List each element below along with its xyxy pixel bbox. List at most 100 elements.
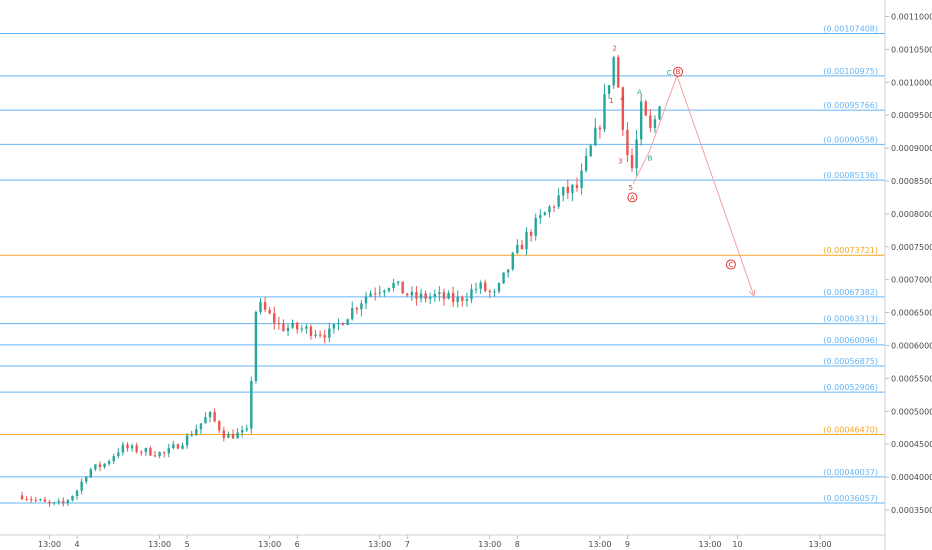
candle-body (488, 290, 492, 292)
candle-body (433, 294, 436, 297)
candle-body (594, 127, 597, 146)
candle-body (355, 307, 359, 310)
candle-body (52, 502, 56, 504)
wave-label: 5 (628, 184, 632, 192)
candle-body (525, 232, 528, 250)
candle-body (75, 490, 79, 497)
wave-projection-line[interactable] (632, 74, 755, 297)
time-axis-label: 8 (515, 540, 520, 549)
candle-body (410, 292, 414, 296)
fib-level-label: (0.00060096) (823, 336, 878, 345)
candle-body (626, 129, 629, 156)
candle-body (94, 464, 97, 470)
candle-body (268, 309, 271, 314)
candle-body (653, 119, 657, 128)
candle-body (236, 432, 239, 439)
candle-body (360, 303, 363, 310)
candle-body (250, 380, 253, 429)
candle-body (305, 326, 308, 329)
candle-body (254, 312, 258, 381)
candle-body (332, 324, 336, 329)
fib-level-label: (0.00046470) (823, 426, 878, 435)
candle-body (401, 281, 404, 294)
fibonacci-levels: (0.00107408) (0.00100975) (0.00095766) (0.0… (0, 25, 885, 504)
candle-body (273, 313, 276, 323)
time-axis-label: 13:00 (148, 540, 171, 549)
candlestick-series (20, 54, 661, 508)
candle-body (309, 326, 313, 337)
candle-body (621, 87, 625, 130)
candle-body (351, 307, 354, 320)
candle-body (419, 293, 423, 299)
candle-body (506, 269, 510, 273)
candle-body (231, 433, 235, 439)
candle-body (502, 272, 505, 284)
candle-body (607, 85, 611, 94)
candle-body (484, 282, 487, 291)
candle-body (557, 195, 560, 207)
candle-body (176, 444, 180, 449)
candle-body (520, 244, 524, 250)
wave-label: C (667, 69, 672, 77)
candle-body (245, 428, 248, 430)
candle-body (153, 455, 157, 457)
candle-body (612, 57, 615, 86)
candle-body (323, 335, 326, 338)
candle-body (474, 288, 478, 290)
candle-body (89, 469, 93, 478)
candle-body (328, 328, 331, 338)
time-axis-label: 13:00 (368, 540, 391, 549)
candle-body (259, 301, 262, 313)
candle-body (185, 435, 189, 446)
candle-body (126, 444, 129, 449)
candle-body (392, 282, 395, 289)
time-axis[interactable]: 13:00 4 13:00 5 13:00 6 13:00 7 13:00 8 13:00 9 13:0… (38, 535, 832, 549)
plot-background (0, 0, 885, 535)
candle-body (635, 139, 638, 169)
time-axis-label: 6 (295, 540, 300, 549)
candle-body (117, 452, 120, 457)
candle-body (630, 155, 634, 169)
candle-body (167, 448, 170, 454)
fib-level-label: (0.00107408) (823, 25, 878, 34)
wave-label: 1 (609, 97, 613, 105)
fib-level-label: (0.00085136) (823, 171, 878, 180)
candle-body (552, 206, 556, 208)
time-axis-label: 13:00 (478, 540, 501, 549)
candle-body (222, 430, 226, 438)
wave-label: 2 (613, 45, 617, 53)
candle-body (511, 252, 514, 270)
wave-label: B (648, 154, 653, 162)
fib-level-label: (0.00090558) (823, 135, 878, 144)
candle-body (603, 93, 606, 130)
candle-body (240, 429, 244, 433)
fib-level-label: (0.00073721) (823, 246, 878, 255)
candle-body (103, 463, 106, 467)
candle-body (493, 291, 496, 293)
candle-body (415, 292, 418, 299)
candle-body (364, 296, 368, 304)
candle-body (580, 170, 583, 188)
candle-body (162, 452, 166, 454)
candle-body (447, 292, 450, 299)
candle-body (589, 145, 592, 157)
wave-label-circle (627, 192, 638, 203)
candle-body (107, 461, 111, 464)
candle-body (213, 412, 216, 422)
candle-body (644, 101, 647, 116)
candle-body (461, 297, 464, 301)
candle-body (66, 500, 70, 503)
candle-body (144, 448, 148, 452)
